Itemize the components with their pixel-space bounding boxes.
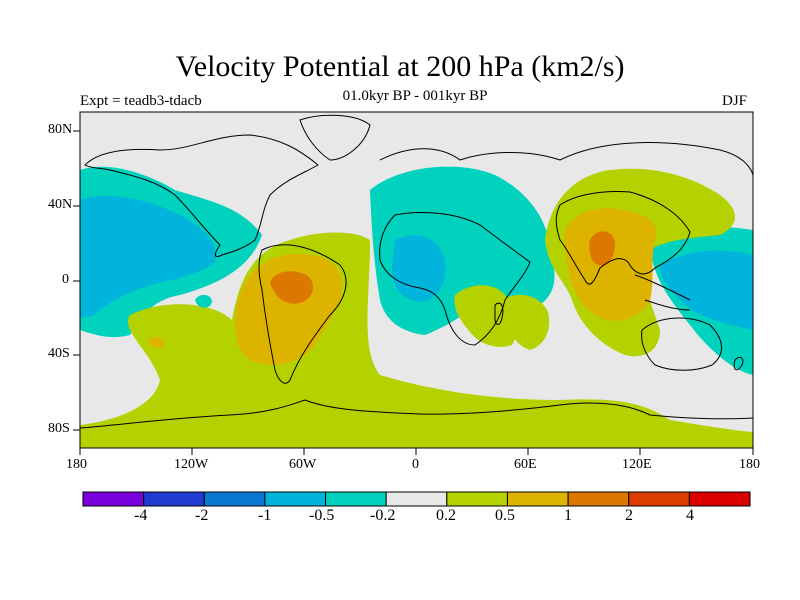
experiment-label: Expt = teadb3-tdacb: [80, 93, 202, 109]
x-tick-label: 120W: [174, 457, 209, 472]
colorbar-label: -0.5: [309, 507, 335, 524]
y-tick-label: 80S: [48, 421, 70, 436]
colorbar-swatch: [325, 491, 387, 507]
colorbar-swatch: [506, 491, 569, 507]
contour-pos-south-america-core: [270, 271, 314, 304]
colorbar-swatch: [264, 491, 327, 507]
contour-small-neg-1: [195, 294, 212, 308]
coast-greenland: [299, 114, 371, 161]
coast-south-america: [258, 244, 347, 384]
colorbar-label: 4: [686, 507, 694, 524]
y-tick-label: 80N: [48, 122, 73, 137]
contour-fields: [80, 114, 753, 448]
x-tick-label: 120E: [622, 457, 652, 472]
y-tick-label: 40N: [48, 197, 73, 212]
colorbar: [82, 491, 751, 507]
map-subtitle: 01.0kyr BP - 001kyr BP: [342, 88, 488, 104]
colorbar-swatch: [446, 491, 508, 507]
coast-southeast-asia: [634, 274, 691, 311]
coast-madagascar: [494, 302, 504, 325]
coast-africa-europe: [379, 142, 753, 346]
contour-neg-west-pacific-inner: [660, 250, 753, 330]
contour-pos-south-america: [235, 253, 343, 365]
colorbar-label: 0.5: [495, 507, 515, 524]
axis-ticks: [73, 130, 754, 455]
coast-australia: [641, 317, 722, 371]
colorbar-label: -2: [195, 507, 209, 524]
colorbar-label: 0.2: [436, 507, 456, 524]
contour-neg-africa-inner: [392, 235, 446, 302]
coastlines: [80, 114, 753, 429]
colorbar-swatch: [203, 491, 266, 507]
coast-asia: [555, 191, 691, 285]
contour-small-pos-1: [148, 337, 165, 348]
colorbar-swatch: [143, 491, 205, 507]
x-tick-label: 60W: [289, 457, 317, 472]
colorbar-label: 1: [564, 507, 572, 524]
x-tick-label: 180: [66, 457, 87, 472]
x-tick-label: 180: [739, 457, 760, 472]
colorbar-swatch: [628, 491, 690, 507]
colorbar-swatch: [688, 491, 751, 507]
colorbar-label: 2: [625, 507, 633, 524]
y-tick-label: 0: [62, 272, 69, 287]
coast-new-zealand: [733, 357, 744, 371]
y-tick-label: 40S: [48, 346, 70, 361]
colorbar-label: -4: [134, 507, 148, 524]
x-tick-label: 60E: [514, 457, 537, 472]
coast-antarctica: [80, 399, 753, 429]
x-tick-label: 0: [412, 457, 419, 472]
contour-pos-asia-mod: [563, 208, 657, 321]
map-title: Velocity Potential at 200 hPa (km2/s): [175, 50, 625, 83]
contour-pos-india: [500, 294, 550, 350]
colorbar-label: -0.2: [370, 507, 396, 524]
contour-neg-pacific-inner: [80, 195, 216, 318]
colorbar-swatch: [82, 491, 145, 507]
colorbar-swatch: [385, 491, 448, 507]
contour-pos-asia-core: [589, 231, 616, 266]
colorbar-label: -1: [258, 507, 272, 524]
coast-north-america: [84, 134, 319, 258]
season-label: DJF: [722, 93, 748, 109]
colorbar-swatch: [567, 491, 630, 507]
